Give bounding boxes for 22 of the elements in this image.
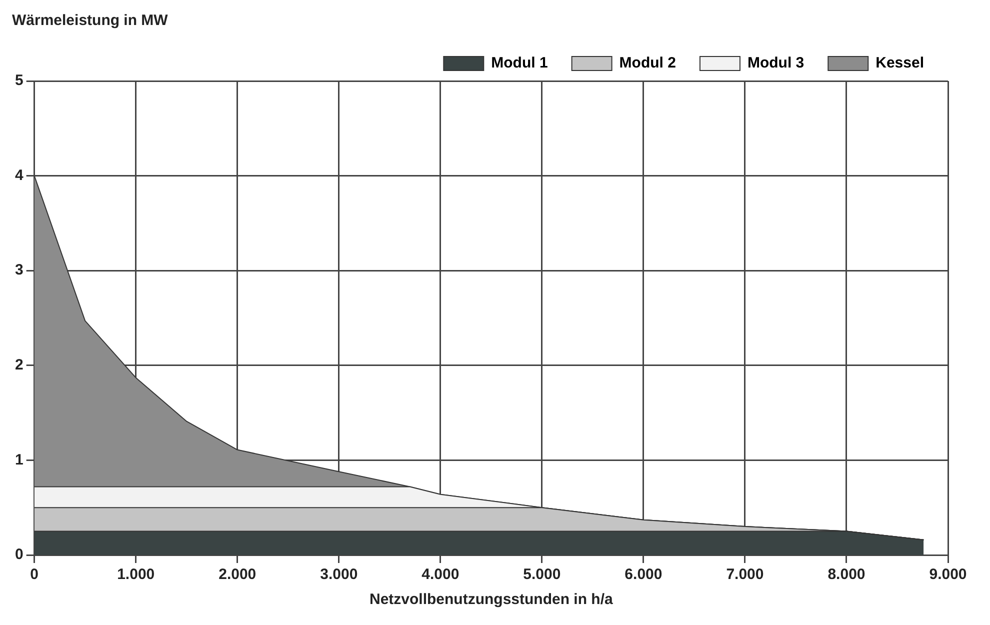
y-tick-label: 3 bbox=[15, 262, 24, 279]
x-tick-label: 2.000 bbox=[218, 566, 256, 584]
legend-label: Modul 3 bbox=[747, 54, 804, 72]
legend-label: Modul 2 bbox=[619, 54, 676, 72]
x-axis-title: Netzvollbenutzungsstunden in h/a bbox=[370, 591, 614, 608]
y-axis-title: Wärmeleistung in MW bbox=[12, 12, 169, 30]
x-tick-label: 4.000 bbox=[422, 566, 460, 584]
y-tick-label: 5 bbox=[15, 72, 24, 90]
x-tick-label: 6.000 bbox=[624, 566, 662, 584]
legend-label: Kessel bbox=[876, 54, 924, 72]
y-tick-label: 2 bbox=[15, 356, 24, 374]
x-tick-label: 1.000 bbox=[117, 566, 155, 584]
x-tick-label: 0 bbox=[30, 566, 39, 584]
y-tick-label: 1 bbox=[15, 451, 24, 468]
x-tick-label: 3.000 bbox=[320, 566, 358, 584]
x-tick-label: 5.000 bbox=[523, 566, 561, 584]
x-tick-label: 8.000 bbox=[828, 566, 866, 584]
x-tick-label: 7.000 bbox=[726, 566, 764, 584]
y-tick-label: 0 bbox=[15, 546, 24, 564]
y-tick-label: 4 bbox=[15, 166, 24, 184]
x-tick-label: 9.000 bbox=[929, 566, 967, 584]
legend-label: Modul 1 bbox=[491, 54, 548, 72]
